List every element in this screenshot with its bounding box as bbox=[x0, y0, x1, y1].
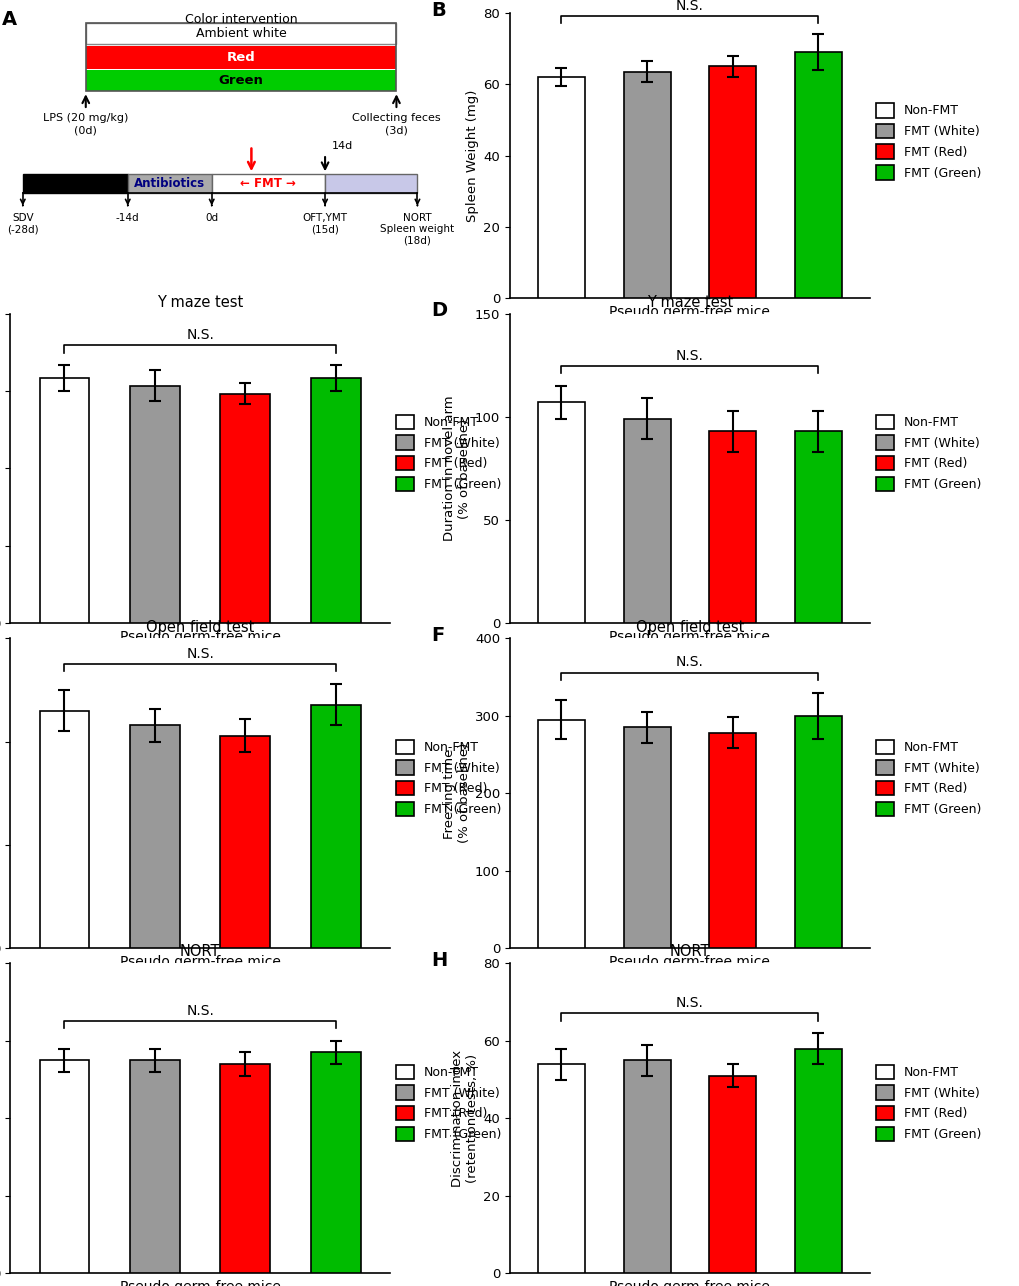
Text: Ambient white: Ambient white bbox=[196, 27, 286, 40]
Text: F: F bbox=[430, 626, 443, 646]
Text: Color intervention: Color intervention bbox=[184, 13, 298, 27]
Bar bbox=[40, 711, 90, 948]
Bar bbox=[623, 72, 671, 298]
Bar bbox=[708, 733, 756, 948]
Bar bbox=[311, 1052, 361, 1273]
Bar bbox=[794, 1048, 842, 1273]
Text: Antibiotics: Antibiotics bbox=[135, 177, 205, 190]
Text: B: B bbox=[430, 1, 445, 21]
X-axis label: Pseudo germ-free mice
received SDV: Pseudo germ-free mice received SDV bbox=[609, 955, 769, 985]
Y-axis label: Freezing time
(% of baseline): Freezing time (% of baseline) bbox=[442, 743, 471, 844]
Bar bbox=[86, 23, 396, 44]
Bar bbox=[129, 725, 179, 948]
Bar bbox=[212, 174, 325, 193]
Legend: Non-FMT, FMT (White), FMT (Red), FMT (Green): Non-FMT, FMT (White), FMT (Red), FMT (Gr… bbox=[875, 103, 980, 180]
Text: LPS (20 mg/kg): LPS (20 mg/kg) bbox=[43, 113, 128, 122]
Bar bbox=[129, 1060, 179, 1273]
Bar bbox=[86, 46, 396, 68]
Title: Open field test: Open field test bbox=[635, 620, 744, 634]
Bar bbox=[22, 174, 127, 193]
Y-axis label: Discrimination index
(retention tests, %): Discrimination index (retention tests, %… bbox=[450, 1049, 479, 1187]
Legend: Non-FMT, FMT (White), FMT (Red), FMT (Green): Non-FMT, FMT (White), FMT (Red), FMT (Gr… bbox=[875, 739, 980, 817]
Text: N.S.: N.S. bbox=[676, 349, 703, 363]
Bar bbox=[794, 431, 842, 624]
Bar bbox=[708, 67, 756, 298]
Legend: Non-FMT, FMT (White), FMT (Red), FMT (Green): Non-FMT, FMT (White), FMT (Red), FMT (Gr… bbox=[875, 414, 980, 491]
Text: H: H bbox=[430, 950, 446, 970]
Bar bbox=[623, 419, 671, 624]
Text: 0d: 0d bbox=[205, 212, 218, 222]
Title: Open field test: Open field test bbox=[146, 620, 254, 634]
Bar bbox=[708, 431, 756, 624]
Y-axis label: Spleen Weight (mg): Spleen Weight (mg) bbox=[466, 90, 479, 221]
Text: (3d): (3d) bbox=[384, 126, 408, 135]
Title: NORT: NORT bbox=[179, 944, 220, 959]
Legend: Non-FMT, FMT (White), FMT (Red), FMT (Green): Non-FMT, FMT (White), FMT (Red), FMT (Gr… bbox=[396, 1065, 500, 1141]
Bar bbox=[127, 174, 212, 193]
Text: Green: Green bbox=[218, 75, 263, 87]
Text: N.S.: N.S. bbox=[676, 995, 703, 1010]
Text: OFT,YMT
(15d): OFT,YMT (15d) bbox=[303, 212, 347, 234]
Bar bbox=[220, 736, 270, 948]
Title: Y maze test: Y maze test bbox=[646, 294, 733, 310]
Text: N.S.: N.S. bbox=[676, 656, 703, 670]
Bar bbox=[623, 728, 671, 948]
Title: Y maze test: Y maze test bbox=[157, 294, 243, 310]
Text: Red: Red bbox=[226, 50, 255, 63]
Text: NORT
Spleen weight
(18d): NORT Spleen weight (18d) bbox=[380, 212, 454, 246]
Bar bbox=[537, 403, 585, 624]
Text: N.S.: N.S. bbox=[186, 1003, 214, 1017]
Bar bbox=[86, 69, 396, 91]
Text: N.S.: N.S. bbox=[186, 328, 214, 342]
X-axis label: Pseudo germ-free mice
received SDV: Pseudo germ-free mice received SDV bbox=[609, 305, 769, 336]
X-axis label: Pseudo germ-free mice
received SDV: Pseudo germ-free mice received SDV bbox=[119, 1280, 280, 1286]
Legend: Non-FMT, FMT (White), FMT (Red), FMT (Green): Non-FMT, FMT (White), FMT (Red), FMT (Gr… bbox=[875, 1065, 980, 1141]
Bar bbox=[794, 716, 842, 948]
Bar bbox=[129, 386, 179, 624]
Text: 14d: 14d bbox=[331, 141, 353, 152]
Bar bbox=[40, 378, 90, 624]
Bar bbox=[220, 394, 270, 624]
Text: Collecting feces: Collecting feces bbox=[352, 113, 440, 122]
Legend: Non-FMT, FMT (White), FMT (Red), FMT (Green): Non-FMT, FMT (White), FMT (Red), FMT (Gr… bbox=[396, 739, 500, 817]
Bar bbox=[86, 23, 396, 91]
Text: -14d: -14d bbox=[116, 212, 140, 222]
Y-axis label: Duration in novel arm
(% of baseline): Duration in novel arm (% of baseline) bbox=[442, 396, 471, 541]
Text: N.S.: N.S. bbox=[186, 647, 214, 661]
X-axis label: Pseudo germ-free mice
received SDV: Pseudo germ-free mice received SDV bbox=[119, 630, 280, 661]
Bar bbox=[537, 77, 585, 298]
Text: (0d): (0d) bbox=[74, 126, 97, 135]
Bar bbox=[311, 378, 361, 624]
Bar bbox=[311, 705, 361, 948]
Bar bbox=[40, 1060, 90, 1273]
Text: ← FMT →: ← FMT → bbox=[240, 177, 297, 190]
Text: D: D bbox=[430, 301, 446, 320]
Text: SDV
(-28d): SDV (-28d) bbox=[7, 212, 39, 234]
Bar bbox=[325, 174, 417, 193]
X-axis label: Pseudo germ-free mice
received SDV: Pseudo germ-free mice received SDV bbox=[609, 630, 769, 661]
X-axis label: Pseudo germ-free mice
received SDV: Pseudo germ-free mice received SDV bbox=[609, 1280, 769, 1286]
Title: NORT: NORT bbox=[669, 944, 709, 959]
Bar bbox=[537, 720, 585, 948]
Bar bbox=[623, 1060, 671, 1273]
Text: A: A bbox=[2, 10, 17, 30]
Legend: Non-FMT, FMT (White), FMT (Red), FMT (Green): Non-FMT, FMT (White), FMT (Red), FMT (Gr… bbox=[396, 414, 500, 491]
Bar bbox=[220, 1064, 270, 1273]
Bar bbox=[794, 53, 842, 298]
Bar bbox=[708, 1075, 756, 1273]
Bar bbox=[537, 1064, 585, 1273]
Text: N.S.: N.S. bbox=[676, 0, 703, 13]
X-axis label: Pseudo germ-free mice
received SDV: Pseudo germ-free mice received SDV bbox=[119, 955, 280, 985]
